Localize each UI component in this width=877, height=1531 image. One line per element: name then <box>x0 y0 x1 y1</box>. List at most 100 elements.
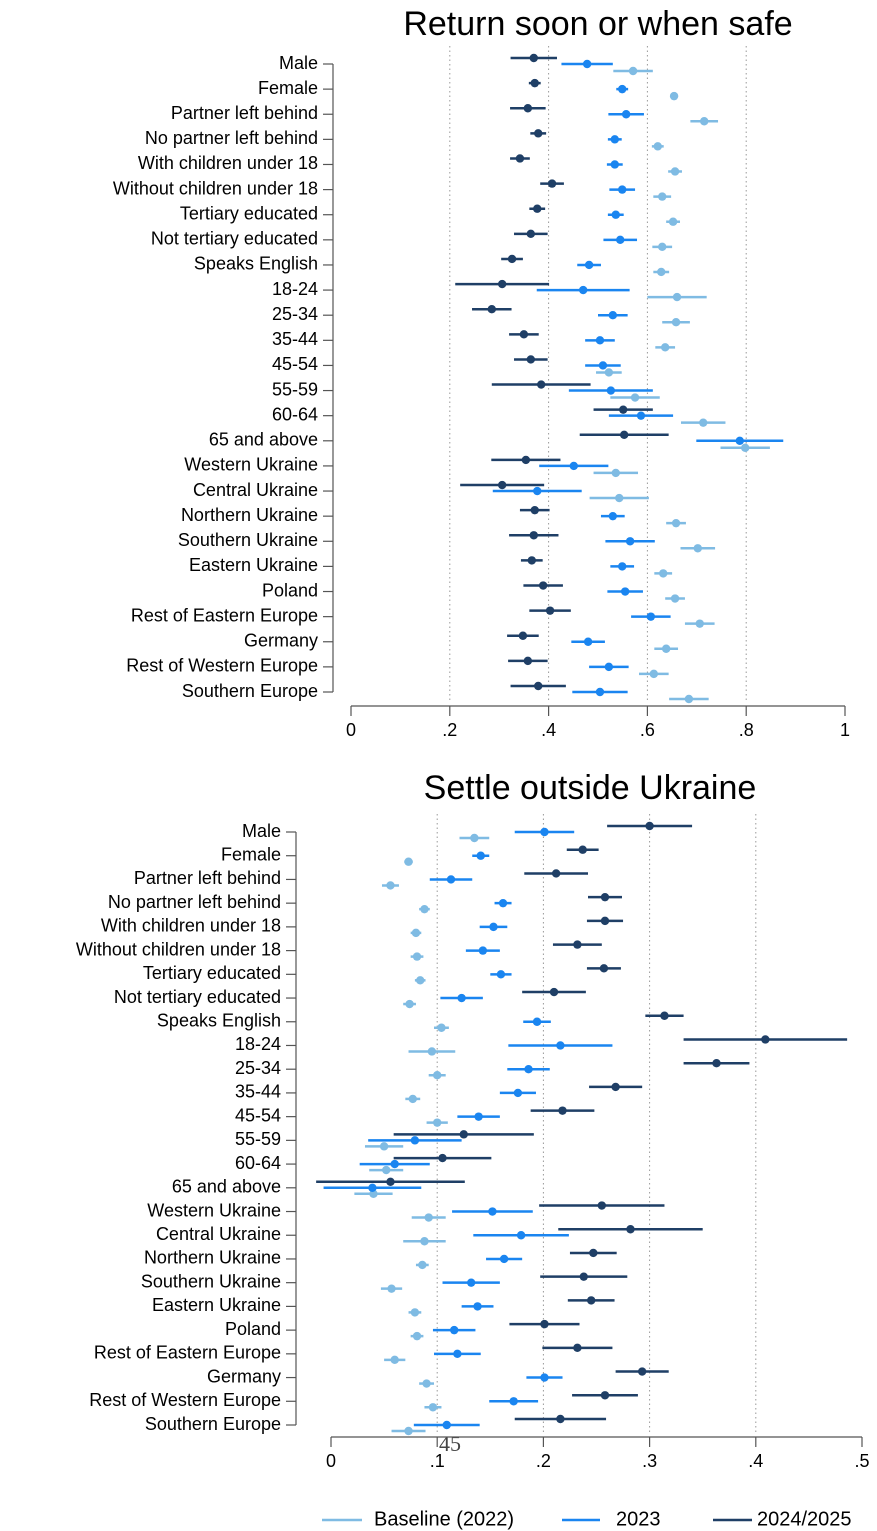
point <box>487 305 496 314</box>
point <box>527 556 537 565</box>
point <box>660 1011 669 1020</box>
point <box>610 135 619 144</box>
point <box>628 66 638 76</box>
point <box>618 562 627 571</box>
point <box>536 380 546 389</box>
point <box>457 993 466 1003</box>
point <box>470 833 479 843</box>
point <box>661 644 671 653</box>
point <box>621 110 631 119</box>
point <box>657 267 666 277</box>
point <box>449 1325 459 1335</box>
y-tick-label: Female <box>258 78 318 98</box>
point <box>390 1159 399 1169</box>
point <box>604 368 614 377</box>
point <box>523 104 533 113</box>
x-tick-label: 0 <box>326 1451 336 1471</box>
point <box>670 167 680 176</box>
point <box>620 587 630 596</box>
y-tick-label: Partner left behind <box>134 868 281 888</box>
point <box>579 1272 588 1281</box>
point <box>412 1331 422 1341</box>
point <box>499 1254 509 1264</box>
point <box>556 1414 565 1424</box>
point <box>526 355 536 364</box>
point <box>488 1207 497 1216</box>
y-tick-label: Germany <box>207 1366 281 1386</box>
y-tick-label: 60-64 <box>235 1153 281 1173</box>
point <box>618 84 627 94</box>
point <box>611 1082 620 1092</box>
point <box>382 1165 391 1175</box>
point <box>626 1225 635 1234</box>
point <box>534 681 543 691</box>
point <box>390 1355 399 1365</box>
point <box>529 53 538 63</box>
point <box>411 928 421 938</box>
point <box>618 405 628 414</box>
point <box>524 1065 533 1074</box>
y-tick-label: Southern Ukraine <box>141 1271 281 1291</box>
point <box>761 1035 770 1044</box>
point <box>604 662 614 672</box>
point <box>438 1153 447 1163</box>
y-tick-label: Southern Ukraine <box>178 530 318 550</box>
y-tick-label: With children under 18 <box>138 153 318 173</box>
point <box>700 117 709 126</box>
point <box>595 687 605 697</box>
point <box>600 1391 610 1400</box>
point <box>589 1248 598 1258</box>
point <box>653 142 662 151</box>
y-tick-label: Poland <box>225 1319 281 1339</box>
y-tick-label: Southern Europe <box>182 681 318 701</box>
point <box>671 318 681 327</box>
point <box>712 1059 721 1068</box>
point <box>658 242 667 252</box>
point <box>533 486 542 496</box>
point <box>530 505 539 515</box>
x-tick-label: .1 <box>430 1451 445 1471</box>
point <box>598 361 608 370</box>
point <box>497 279 507 289</box>
point <box>509 1397 518 1406</box>
y-tick-label: 18-24 <box>235 1034 281 1054</box>
y-tick-label: Western Ukraine <box>184 455 318 475</box>
y-tick-label: 65 and above <box>172 1177 281 1197</box>
point <box>668 217 678 226</box>
y-tick-label: Speaks English <box>194 254 318 274</box>
point <box>573 1343 582 1353</box>
point <box>404 857 413 866</box>
y-tick-label: Eastern Ukraine <box>189 555 318 575</box>
point <box>489 922 498 932</box>
point <box>595 336 605 345</box>
point <box>427 1047 437 1056</box>
point <box>368 1183 377 1193</box>
y-tick-label: Male <box>242 821 281 841</box>
y-tick-label: Western Ukraine <box>147 1200 281 1220</box>
point <box>625 537 635 546</box>
y-tick-label: Poland <box>262 580 318 600</box>
x-tick-label: .6 <box>640 720 655 740</box>
point <box>459 1130 468 1139</box>
point <box>616 235 625 245</box>
point <box>551 869 561 878</box>
point <box>606 386 616 395</box>
y-tick-label: Not tertiary educated <box>151 229 318 249</box>
point <box>558 1106 567 1115</box>
point <box>386 881 395 890</box>
y-tick-label: 18-24 <box>272 279 318 299</box>
point <box>659 569 668 578</box>
y-tick-label: Tertiary educated <box>180 203 318 223</box>
point <box>684 694 694 704</box>
point <box>608 311 618 320</box>
point <box>584 260 594 270</box>
point <box>497 480 507 490</box>
y-tick-label: 35-44 <box>235 1082 281 1102</box>
point <box>532 1017 542 1026</box>
point <box>547 179 557 188</box>
point <box>538 581 548 590</box>
y-tick-label: Partner left behind <box>171 103 318 123</box>
point <box>597 1201 607 1210</box>
